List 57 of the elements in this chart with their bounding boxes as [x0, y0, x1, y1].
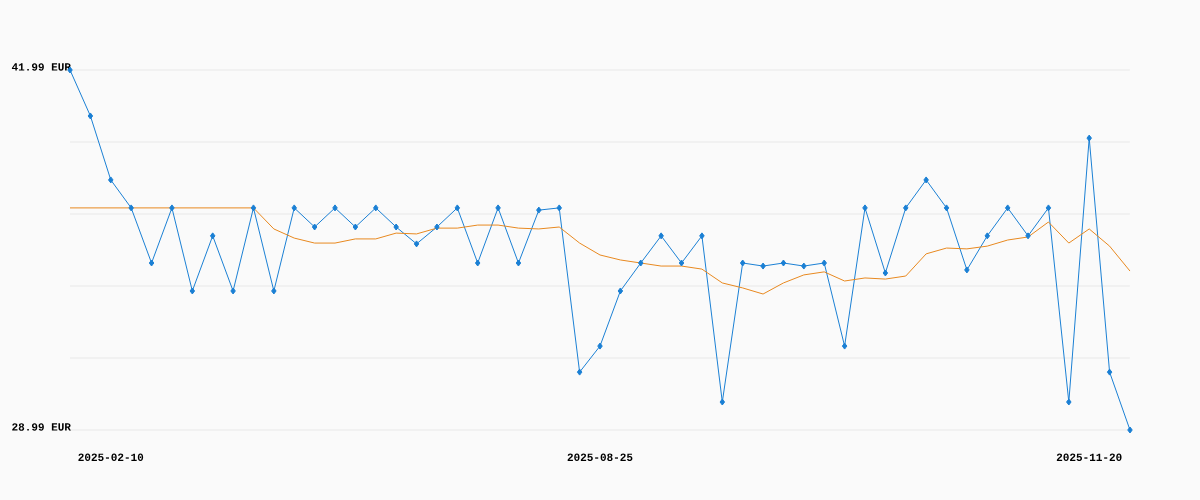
point [658, 232, 664, 240]
point [882, 269, 889, 277]
point [678, 259, 685, 267]
point [495, 204, 501, 212]
point [699, 232, 705, 240]
point [1004, 204, 1011, 212]
point [964, 266, 970, 274]
point [638, 259, 644, 267]
point [760, 262, 766, 270]
point [597, 342, 603, 350]
point [617, 287, 624, 295]
point [903, 204, 909, 212]
point [515, 259, 522, 267]
point [841, 342, 848, 350]
x-tick-label: 2025-11-20 [1056, 453, 1122, 461]
point [332, 204, 338, 212]
point [169, 204, 175, 212]
point [108, 176, 114, 184]
point [556, 204, 562, 212]
point [189, 287, 196, 295]
point [1025, 232, 1031, 240]
point [984, 232, 991, 240]
point [862, 204, 868, 212]
point [413, 240, 420, 248]
point [352, 223, 359, 231]
point [373, 204, 379, 212]
point [87, 112, 94, 120]
point [271, 287, 277, 295]
point [393, 223, 399, 231]
point [148, 259, 155, 267]
point [801, 262, 807, 270]
point [1066, 398, 1072, 406]
y-tick-label: 28.99 EUR [12, 423, 71, 431]
point [474, 259, 481, 267]
point [311, 223, 318, 231]
point [128, 204, 134, 212]
y-tick-label: 41.99 EUR [11, 63, 71, 71]
point [209, 232, 216, 240]
point [536, 206, 542, 214]
point [780, 259, 787, 267]
point [719, 398, 726, 406]
point [250, 204, 257, 212]
point [434, 223, 440, 231]
point [821, 259, 827, 267]
point [1127, 426, 1133, 434]
point [454, 204, 461, 212]
x-tick-label: 2025-02-10 [78, 453, 144, 461]
point [943, 204, 950, 212]
point [230, 287, 236, 295]
point [739, 259, 746, 267]
point [1045, 204, 1052, 212]
point [291, 204, 297, 212]
point [1106, 368, 1113, 376]
point [923, 176, 929, 184]
point [576, 368, 583, 376]
point [1086, 134, 1092, 142]
x-tick-label: 2025-08-25 [567, 453, 633, 461]
